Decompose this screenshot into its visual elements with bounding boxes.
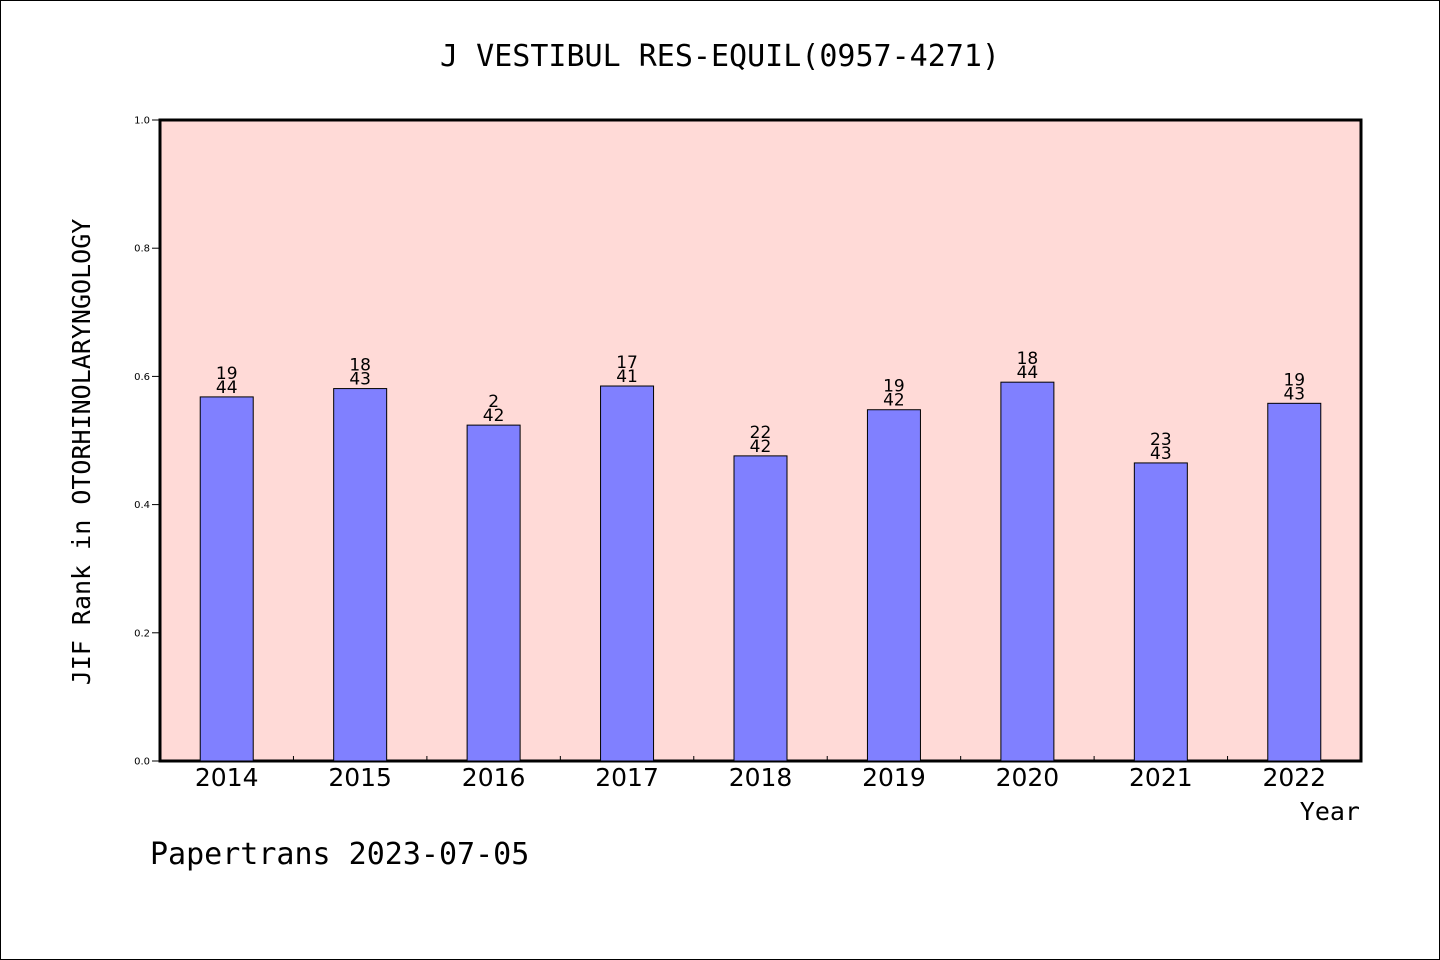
y-axis-label: JIF Rank in OTORHINOLARYNGOLOGY	[67, 219, 96, 686]
bar-total-label: 41	[616, 367, 638, 387]
bar-rank-label: 19	[1283, 370, 1305, 390]
bars	[199, 381, 1322, 762]
y-axis: 0.0 0.2 0.4 0.6 0.8 1.0	[134, 116, 160, 768]
bar	[733, 455, 788, 762]
bar-rank-label: 19	[216, 364, 238, 384]
bar-total-label: 42	[483, 406, 505, 426]
y-tick-label: 0.2	[134, 628, 150, 639]
bar-total-label: 42	[883, 391, 905, 411]
chart-title: J VESTIBUL RES-EQUIL(0957-4271)	[440, 39, 1000, 74]
bar	[199, 396, 254, 762]
bar-total-label: 42	[750, 437, 772, 457]
x-tick-label: 2020	[996, 763, 1060, 792]
y-tick-label: 1.0	[134, 116, 150, 127]
x-tick-label: 2016	[462, 763, 526, 792]
x-tick-label: 2019	[862, 763, 926, 792]
bar	[866, 409, 921, 762]
bar	[600, 385, 655, 762]
y-tick-label: 0.0	[134, 757, 150, 768]
x-tick-label: 2014	[195, 763, 259, 792]
bar-total-label: 44	[1017, 363, 1039, 383]
y-tick-label: 0.6	[134, 372, 150, 383]
bar-total-label: 43	[1150, 444, 1172, 464]
bar	[1267, 402, 1322, 762]
bar-total-label: 43	[349, 370, 371, 390]
bar-rank-label: 17	[616, 353, 638, 373]
footer-credit: Papertrans 2023-07-05	[150, 837, 529, 872]
x-axis: 2014 2015 2016 2017 2018 2019 2020 2021 2022	[195, 756, 1326, 792]
y-tick-label: 0.8	[134, 244, 150, 255]
bar-rank-label: 23	[1150, 430, 1172, 450]
bar-rank-label: 2	[488, 392, 499, 412]
x-tick-label: 2018	[729, 763, 793, 792]
y-tick-label: 0.4	[134, 500, 150, 511]
bar	[333, 388, 388, 762]
bar-rank-label: 22	[750, 423, 772, 443]
bar	[1133, 462, 1188, 762]
bar-total-label: 44	[216, 378, 238, 398]
bar	[466, 424, 521, 762]
bar	[1000, 381, 1055, 762]
x-axis-label: Year	[1300, 797, 1360, 826]
x-tick-label: 2021	[1129, 763, 1193, 792]
x-tick-label: 2015	[328, 763, 392, 792]
bar-rank-label: 18	[349, 356, 371, 376]
bar-total-label: 43	[1283, 384, 1305, 404]
bar-rank-label: 19	[883, 377, 905, 397]
bar-rank-label: 18	[1017, 349, 1039, 369]
x-tick-label: 2017	[595, 763, 659, 792]
x-tick-label: 2022	[1262, 763, 1326, 792]
